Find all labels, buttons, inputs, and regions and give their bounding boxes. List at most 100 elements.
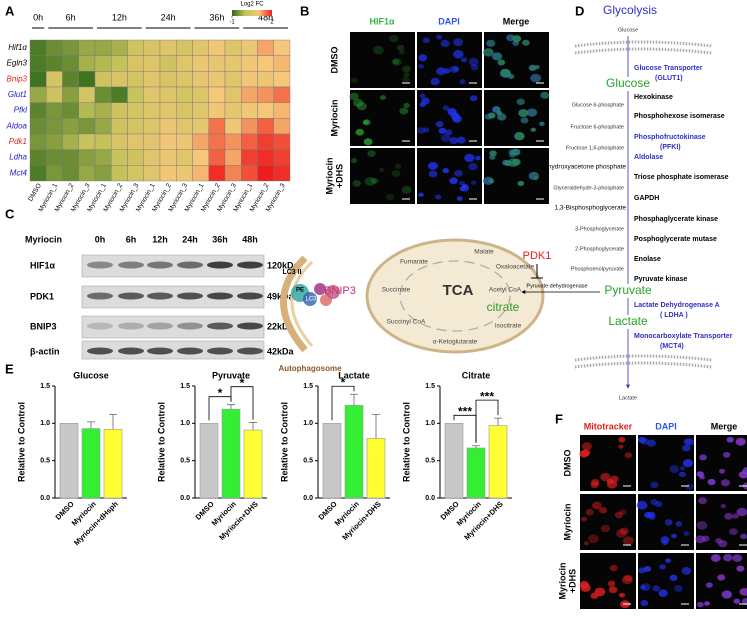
y-axis-label: Relative to Control [279,402,289,482]
band [177,292,203,300]
pathway-item: 1,3-Bisphosphoglycerate [554,205,626,212]
significance-label: *** [480,389,494,403]
cell [699,454,707,461]
metabolite-label: Succinate [382,287,411,294]
cell [585,508,594,516]
autophagosome-inner [290,260,314,347]
heatmap-cell [273,133,291,150]
error-bar [472,445,480,448]
heatmap-cell [62,149,79,166]
heatmap-cell [224,55,242,72]
bar [488,425,508,499]
row-label: DMSO [562,450,572,477]
cell [618,444,624,449]
heatmap-cell [78,55,96,72]
cell [522,39,530,46]
cell [453,38,464,47]
cell [646,439,656,447]
cell [447,108,457,116]
cell [654,501,663,508]
heatmap-cell [192,118,209,135]
cell [718,468,725,474]
cell [742,467,747,475]
cell [468,57,479,66]
size-label: 42kDa [267,346,295,356]
heatmap-cell [224,102,242,119]
y-tick-label: 0.5 [303,458,313,465]
heatmap-cell [62,39,79,56]
heatmap-cell [273,149,291,166]
mitochondrion [365,238,545,354]
metabolite-label: α-Ketoglutarate [433,339,478,346]
pathway-item: (GLUT1) [655,75,683,82]
heatmap-cell [257,133,274,150]
cell [454,169,463,177]
chart-title: Lactate [338,370,370,380]
row-label: Egln3 [7,59,28,68]
y-tick-label: 0.0 [180,495,190,502]
heatmap-cell [78,133,96,150]
lane-label: 6h [126,234,137,244]
cell [619,509,627,516]
band [207,261,233,269]
significance-bracket [331,385,355,421]
micrograph [350,148,415,204]
y-axis-label: Relative to Control [16,402,26,482]
cell [719,468,726,474]
blot [81,340,265,360]
cell [678,471,686,478]
cell [402,65,412,73]
blot [81,315,265,339]
cell [533,175,539,181]
cell [582,442,593,451]
heatmap-cell [241,102,258,119]
heatmap-cell [46,71,63,88]
cell [389,34,399,43]
column-header: Merge [503,16,530,26]
metabolite-label: Fumarate [400,259,428,266]
cell [526,108,537,117]
cell [680,466,686,471]
heatmap-cell [46,118,63,135]
row-label: Aldoa [6,121,28,130]
cell [682,444,691,452]
heatmap-cell [62,71,79,88]
cell [392,58,402,66]
cell [581,449,591,457]
heatmap-cell [208,133,226,150]
cell [367,150,376,158]
cell [669,465,680,474]
bar [466,447,486,499]
cell [370,177,379,184]
pathway-item: Enolase [634,256,661,263]
band [237,322,263,330]
heatmap-cell [29,55,47,72]
heatmap-cell [143,165,161,182]
lane-label: 36h [212,234,228,244]
cell [398,49,405,55]
pathway-item: Fructose 6-phosphate [570,124,624,130]
heatmap-cell [224,71,242,88]
pathway-item: Phosphaglycerate kinase [634,216,718,223]
row-label: +DHS [334,164,344,188]
cell [486,39,496,47]
heatmap-cell [241,165,258,182]
heatmap-cell [94,165,112,182]
panel-letter: C [5,206,15,221]
cell [427,161,438,170]
colorbar-title: Log2 FC [240,2,264,8]
heatmap-cell [257,86,274,103]
heatmap-cell [111,102,128,119]
cell [483,48,494,57]
heatmap-cell [192,86,209,103]
cell [394,163,402,169]
significance-label: * [341,375,346,389]
heatmap-cell [208,165,226,182]
heatmap-cell [127,165,144,182]
cell [418,54,428,62]
cell [681,567,692,575]
pathway-item: Glucose [618,27,638,33]
heatmap-cell [241,86,258,103]
cell [520,117,528,124]
cell [373,45,384,55]
